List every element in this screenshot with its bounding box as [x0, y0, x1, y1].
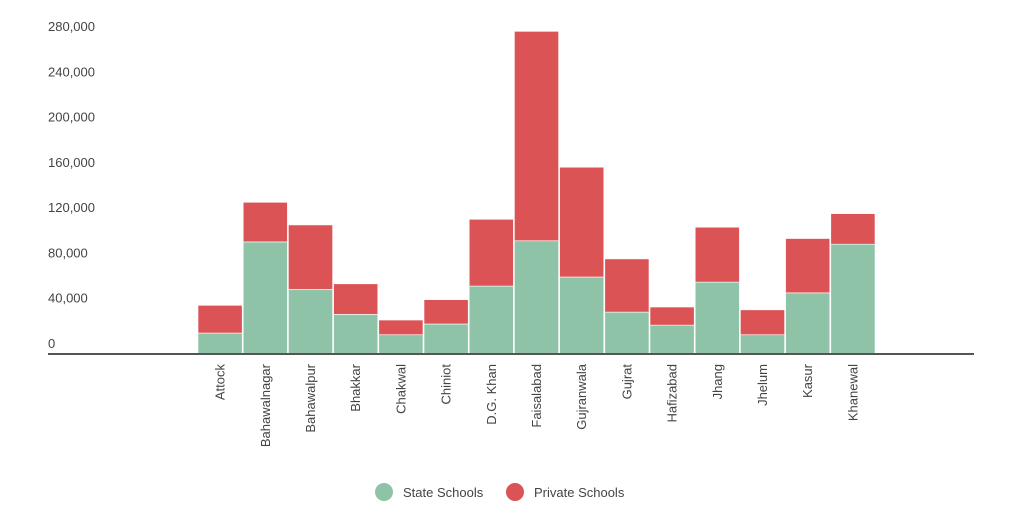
x-tick-label: Faisalabad — [529, 364, 544, 428]
x-tick-label: Hafizabad — [665, 364, 680, 423]
x-tick-label: Jhelum — [755, 364, 770, 406]
legend-swatch — [506, 483, 524, 501]
bar-private-gujrat — [604, 258, 650, 313]
x-tick-label: Bhakkar — [348, 363, 363, 411]
bar-private-d-g-khan — [468, 218, 514, 287]
bar-state-kasur — [785, 292, 831, 355]
bar-private-faisalabad — [514, 31, 559, 242]
y-tick-label: 40,000 — [48, 291, 88, 306]
bar-state-chakwal — [378, 334, 424, 355]
bar-state-chiniot — [423, 323, 469, 355]
bars — [197, 31, 876, 355]
y-tick-label: 160,000 — [48, 155, 95, 170]
bar-state-bhakkar — [333, 314, 379, 355]
x-tick-label: Khanewal — [845, 364, 860, 421]
y-tick-label: 80,000 — [48, 245, 88, 260]
x-tick-label: Chiniot — [439, 364, 454, 405]
x-tick-label: Bahawalpur — [303, 363, 318, 432]
y-axis: 0 40,000 80,000 120,000 160,000 200,000 240,00… — [48, 19, 95, 351]
x-tick-label: Bahawalnagar — [258, 363, 273, 447]
x-tick-label: Gujranwala — [574, 363, 589, 430]
bar-state-gujrat — [604, 311, 650, 355]
bar-state-hafizabad — [649, 324, 695, 355]
bar-private-kasur — [785, 238, 831, 294]
bar-private-khanewal — [830, 213, 876, 245]
x-tick-label: Gujrat — [619, 364, 634, 400]
bar-private-chiniot — [423, 299, 469, 325]
bar-private-chakwal — [378, 319, 424, 336]
y-tick-label: 280,000 — [48, 19, 95, 34]
bar-private-bahawalpur — [288, 224, 333, 290]
legend: State Schools Private Schools — [375, 483, 625, 501]
bar-private-jhelum — [740, 309, 785, 336]
y-tick-label: 120,000 — [48, 200, 95, 215]
x-tick-label: Attock — [213, 364, 228, 401]
bar-state-gujranwala — [559, 276, 605, 355]
bar-private-jhang — [694, 226, 740, 283]
bar-state-jhelum — [740, 334, 785, 355]
bar-private-bahawalnagar — [242, 201, 288, 243]
legend-swatch — [375, 483, 393, 501]
y-tick-label: 240,000 — [48, 64, 95, 79]
x-tick-label: Kasur — [800, 363, 815, 398]
y-tick-label: 0 — [48, 336, 55, 351]
bar-state-faisalabad — [514, 240, 559, 355]
bar-private-bhakkar — [333, 283, 379, 315]
y-tick-label: 200,000 — [48, 110, 95, 125]
bar-private-hafizabad — [649, 306, 695, 326]
x-tick-label: Chakwal — [393, 364, 408, 414]
bar-state-bahawalpur — [288, 289, 333, 355]
legend-label: Private Schools — [534, 485, 625, 500]
x-tick-label: D.G. Khan — [484, 364, 499, 425]
bar-state-bahawalnagar — [242, 241, 288, 355]
bar-private-attock — [197, 305, 243, 334]
legend-label: State Schools — [403, 485, 484, 500]
x-tick-label: Jhang — [710, 364, 725, 399]
bar-state-attock — [197, 332, 243, 355]
bar-private-gujranwala — [559, 166, 605, 278]
x-axis-labels: Attock Bahawalnagar Bahawalpur Bhakkar Chakw… — [213, 363, 861, 447]
bar-state-jhang — [694, 281, 740, 355]
bar-state-d-g-khan — [468, 285, 514, 355]
bar-state-khanewal — [830, 243, 876, 355]
